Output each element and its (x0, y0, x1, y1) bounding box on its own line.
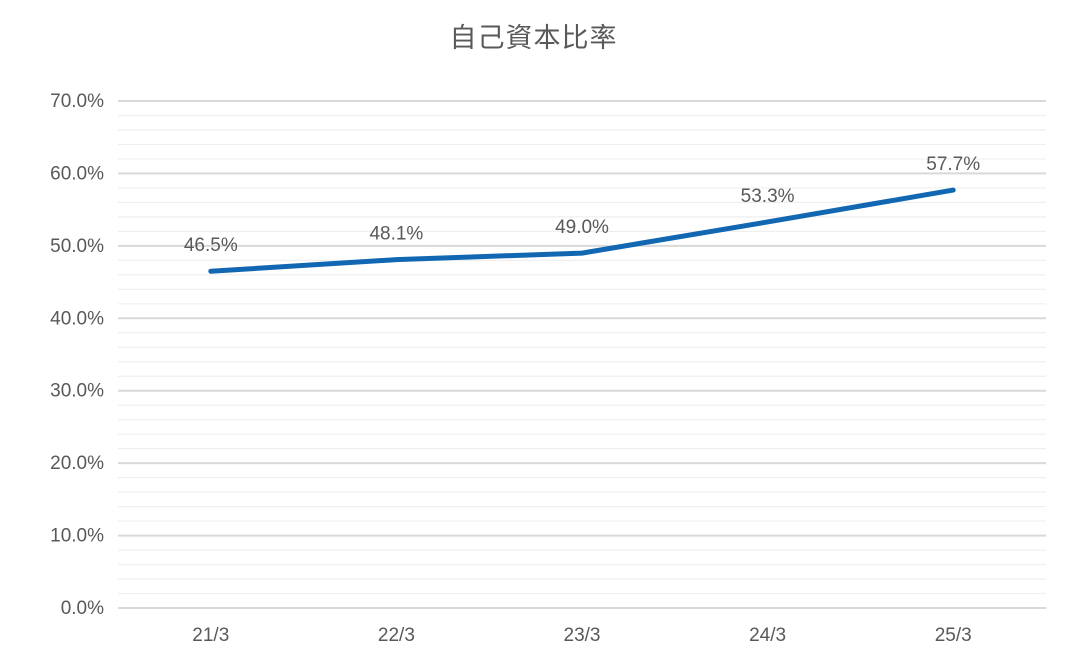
x-axis-tick-label: 21/3 (192, 625, 229, 646)
x-axis-tick-label: 23/3 (564, 625, 601, 646)
y-axis-tick-label: 30.0% (50, 381, 104, 402)
series-line (208, 187, 956, 274)
y-axis-tick-label: 0.0% (61, 598, 104, 619)
x-axis-tick-label: 24/3 (749, 625, 786, 646)
y-axis-tick-label: 60.0% (50, 163, 104, 184)
x-axis-tick-label: 25/3 (935, 625, 972, 646)
data-label: 48.1% (369, 224, 423, 245)
y-axis-tick-label: 20.0% (50, 453, 104, 474)
x-axis-tick-label: 22/3 (378, 625, 415, 646)
data-label: 46.5% (184, 235, 238, 256)
y-axis-tick-label: 70.0% (50, 91, 104, 112)
data-label: 49.0% (555, 217, 609, 238)
data-label: 57.7% (926, 154, 980, 175)
y-axis-tick-label: 40.0% (50, 308, 104, 329)
y-axis-tick-label: 50.0% (50, 236, 104, 257)
y-axis-tick-label: 10.0% (50, 526, 104, 547)
chart-title: 自己資本比率 (449, 23, 618, 53)
data-label: 53.3% (741, 186, 795, 207)
